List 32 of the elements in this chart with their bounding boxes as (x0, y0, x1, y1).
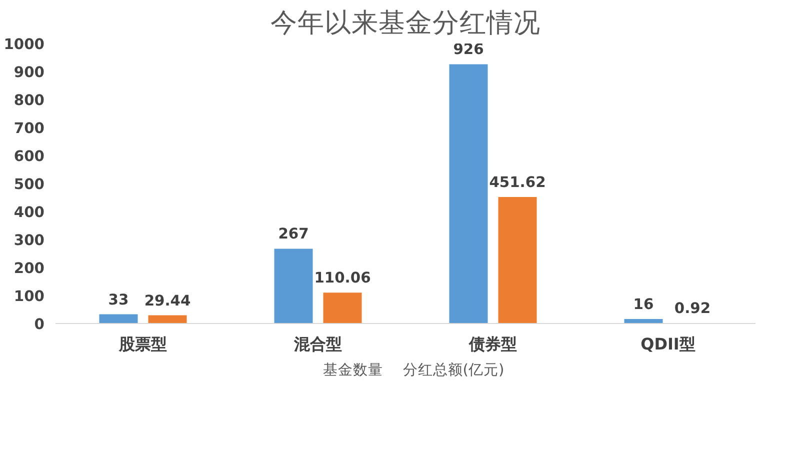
chart-title: 今年以来基金分红情况 (270, 8, 540, 38)
y-tick-label: 600 (14, 148, 44, 165)
bar (323, 292, 362, 324)
data-label: 110.06 (314, 270, 371, 287)
data-label: 926 (453, 41, 484, 58)
bar (449, 64, 488, 324)
y-tick-label: 0 (34, 316, 45, 333)
bar (498, 197, 537, 324)
data-label: 267 (278, 226, 309, 243)
x-tick-label: 混合型 (293, 334, 342, 354)
data-label: 451.62 (489, 174, 546, 192)
data-label: 33 (108, 291, 129, 308)
y-tick-label: 700 (14, 120, 44, 137)
y-tick-label: 500 (14, 176, 44, 193)
y-tick-label: 100 (14, 288, 44, 305)
y-tick-label: 800 (14, 92, 44, 109)
data-label: 0.92 (674, 300, 711, 318)
bar (99, 314, 138, 324)
text: 分红总额(亿元) (402, 360, 504, 380)
x-tick-label: 债券型 (468, 334, 517, 354)
bar (148, 315, 187, 324)
y-tick-label: 200 (14, 260, 44, 277)
y-tick-label: 1000 (4, 36, 45, 53)
data-label: 29.44 (144, 292, 191, 310)
y-tick-label: 300 (14, 232, 44, 249)
data-label: 16 (633, 296, 654, 314)
bar (274, 248, 313, 324)
x-tick-label: QDII型 (640, 334, 696, 354)
y-tick-label: 400 (14, 204, 44, 221)
x-tick-label: 股票型 (118, 334, 167, 354)
text: 基金数量 (322, 360, 383, 380)
y-tick-label: 900 (14, 64, 44, 81)
